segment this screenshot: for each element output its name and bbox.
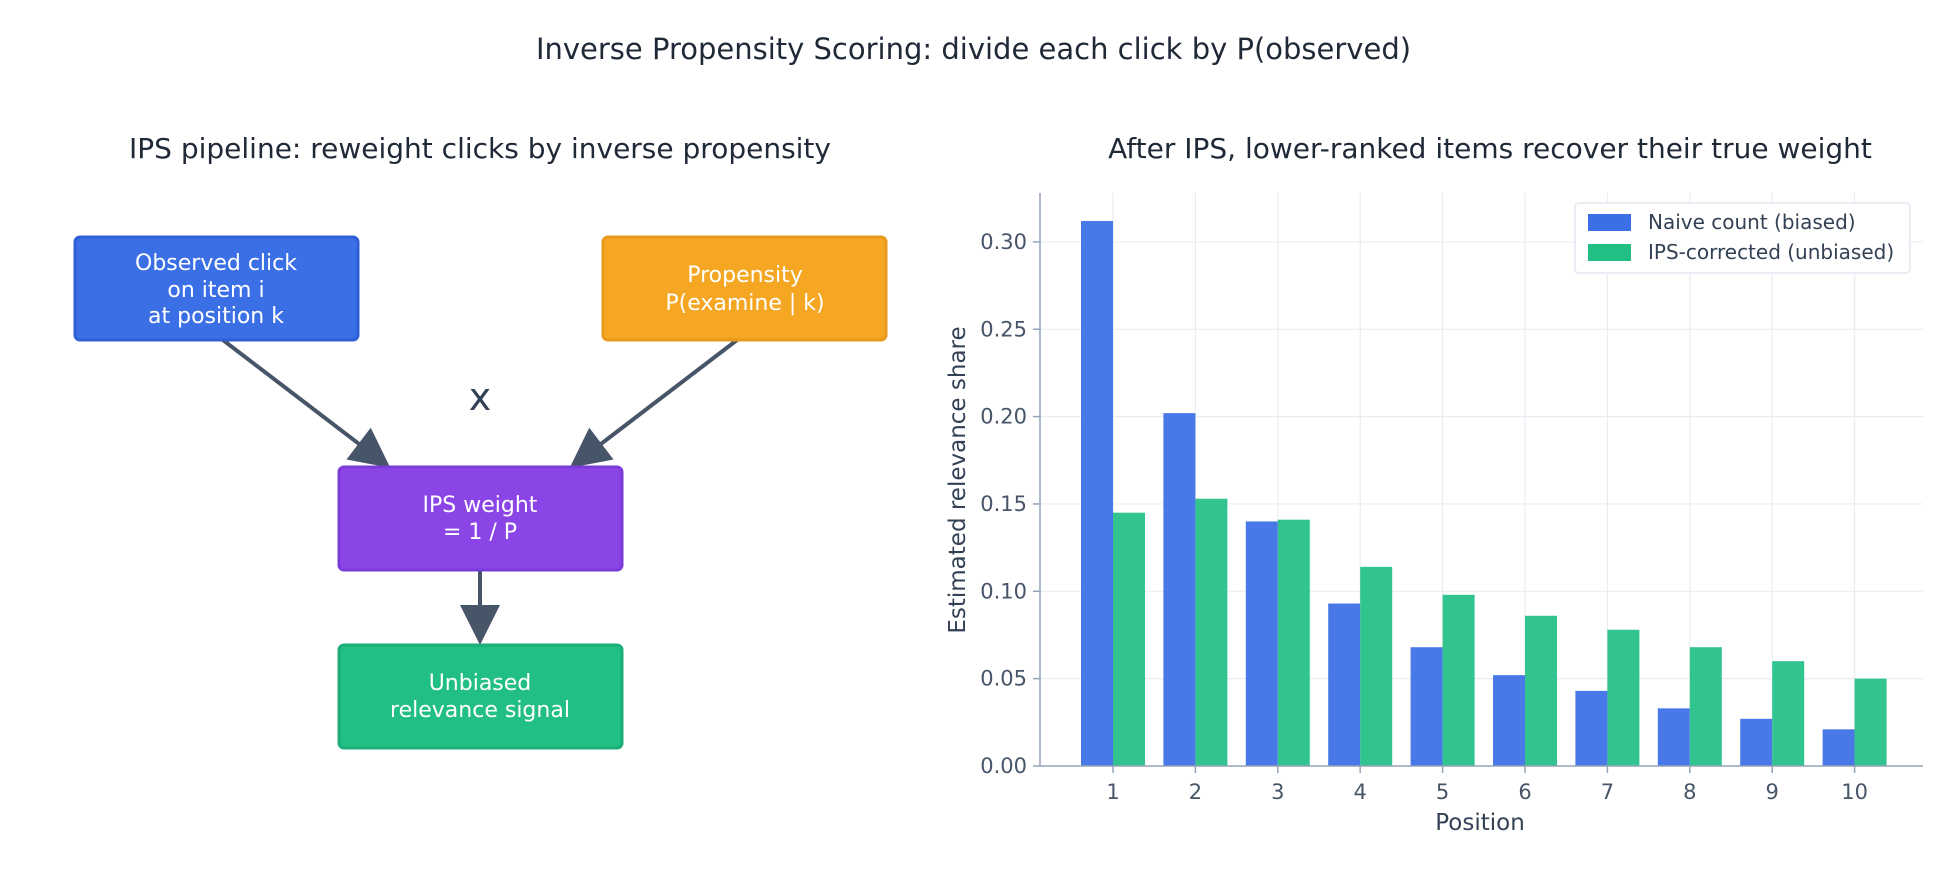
legend-frame: [1574, 202, 1911, 274]
x-tick-label: 1: [1106, 780, 1119, 804]
signal-line-2: relevance signal: [390, 698, 570, 723]
bar-ips: [1113, 512, 1145, 766]
chart-legend: Naive count (biased) IPS-corrected (unbia…: [1574, 202, 1911, 274]
bar-ips: [1854, 678, 1887, 766]
ips-pipeline-diagram: Observed click on item i at position k P…: [73, 235, 888, 750]
x-tick-label: 9: [1766, 780, 1779, 804]
legend-swatch: [1588, 214, 1631, 231]
bar-ips: [1525, 615, 1557, 766]
chart-bars: [1081, 220, 1887, 766]
observed-click-box: Observed click on item i at position k: [73, 235, 360, 342]
legend-label: Naive count (biased): [1648, 210, 1856, 234]
bar-naive: [1575, 690, 1608, 766]
y-tick-label: 0.30: [980, 230, 1027, 254]
bar-ips: [1689, 647, 1722, 766]
bar-ips: [1277, 519, 1310, 766]
bar-naive: [1245, 521, 1278, 766]
figure-title: Inverse Propensity Scoring: divide each …: [535, 32, 1412, 66]
x-tick-label: 6: [1518, 780, 1531, 804]
bar-naive: [1081, 220, 1113, 766]
x-tick-label: 8: [1683, 780, 1696, 804]
bar-ips: [1772, 661, 1805, 766]
arrow-propensity-to-weight: [569, 335, 743, 468]
weight-line-2: = 1 / P: [443, 520, 517, 545]
x-tick-label: 5: [1436, 780, 1449, 804]
x-axis-label: Position: [1435, 810, 1525, 836]
bar-ips: [1607, 629, 1640, 766]
x-tick-label: 10: [1841, 780, 1868, 804]
legend-label: IPS-corrected (unbiased): [1648, 240, 1894, 264]
bar-naive: [1493, 675, 1525, 766]
unbiased-signal-box: Unbiased relevance signal: [337, 643, 624, 750]
bar-naive: [1822, 729, 1855, 766]
observed-line-3: at position k: [148, 304, 284, 329]
chart-grid: [1040, 193, 1923, 767]
bar-naive: [1410, 647, 1443, 766]
x-tick-label: 2: [1189, 780, 1202, 804]
ips-weight-box: IPS weight = 1 / P: [337, 465, 624, 572]
signal-line-1: Unbiased: [429, 671, 532, 696]
y-tick-label: 0.15: [980, 492, 1027, 516]
bar-naive: [1657, 708, 1690, 766]
weight-line-1: IPS weight: [423, 493, 538, 518]
arrow-observed-to-weight: [217, 335, 391, 468]
legend-swatch: [1588, 244, 1631, 261]
propensity-box: Propensity P(examine | k): [601, 235, 888, 342]
bar-naive: [1328, 603, 1361, 766]
bar-ips: [1360, 566, 1393, 766]
y-tick-label: 0.00: [980, 754, 1027, 778]
bar-naive: [1740, 718, 1773, 766]
multiply-operator: x: [469, 375, 492, 419]
y-tick-label: 0.10: [980, 579, 1027, 603]
propensity-line-2: P(examine | k): [665, 291, 824, 316]
observed-line-2: on item i: [167, 278, 264, 303]
x-tick-label: 4: [1354, 780, 1367, 804]
propensity-line-1: Propensity: [687, 263, 803, 288]
y-tick-label: 0.05: [980, 667, 1027, 691]
chart-title: After IPS, lower-ranked items recover th…: [1108, 132, 1872, 165]
y-tick-label: 0.20: [980, 405, 1027, 429]
x-tick-label: 7: [1601, 780, 1614, 804]
y-axis-label: Estimated relevance share: [945, 326, 971, 633]
x-tick-label: 3: [1271, 780, 1284, 804]
bar-naive: [1163, 413, 1196, 766]
y-tick-label: 0.25: [980, 317, 1027, 341]
chart-axes: 0.00 0.05 0.10 0.15 0.20 0.25 0.30 1 2 3 4 5 6 7 8 9 10: [980, 193, 1923, 804]
observed-line-1: Observed click: [135, 251, 297, 276]
bar-ips: [1195, 498, 1228, 766]
pipeline-title: IPS pipeline: reweight clicks by inverse…: [129, 132, 831, 165]
bar-ips: [1442, 594, 1475, 766]
